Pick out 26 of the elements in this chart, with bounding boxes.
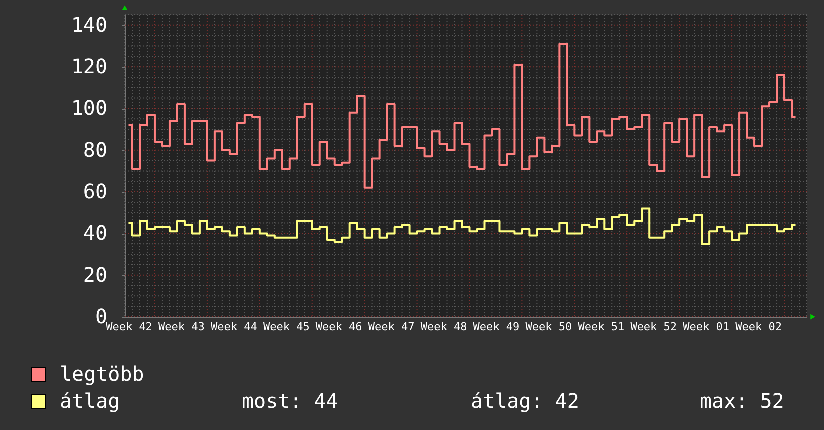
x-tick-label: Week 50 <box>526 320 572 334</box>
x-tick-label: Week 51 <box>578 320 625 334</box>
x-tick-label: Week 47 <box>368 320 415 334</box>
x-tick-label: Week 42 <box>106 320 152 334</box>
x-tick-label: Week 02 <box>736 320 782 334</box>
y-tick-label: 20 <box>83 262 108 287</box>
y-tick-label: 60 <box>83 180 108 204</box>
x-tick-label: Week 01 <box>683 320 730 334</box>
y-tick-label: 40 <box>83 221 108 246</box>
x-tick-label: Week 45 <box>263 320 310 334</box>
y-tick-label: 140 <box>71 12 108 37</box>
x-tick-label: Week 43 <box>158 320 205 334</box>
legend-label: átlag <box>60 389 120 413</box>
text: átlag: 42 <box>471 389 580 413</box>
y-tick-label: 100 <box>71 96 108 120</box>
y-tick-label: 80 <box>83 138 108 162</box>
x-tick-label: Week 44 <box>210 320 258 334</box>
y-tick-label: 0 <box>95 304 108 328</box>
x-tick-label: Week 49 <box>473 320 520 334</box>
x-tick-label: Week 46 <box>316 320 362 334</box>
legend-label: legtöbb <box>60 362 144 386</box>
text: most: 44 <box>242 389 338 413</box>
y-tick-label: 120 <box>71 54 108 79</box>
text: max: 52 <box>700 389 784 413</box>
x-tick-label: Week 48 <box>420 320 468 334</box>
x-tick-label: Week 52 <box>630 320 678 334</box>
